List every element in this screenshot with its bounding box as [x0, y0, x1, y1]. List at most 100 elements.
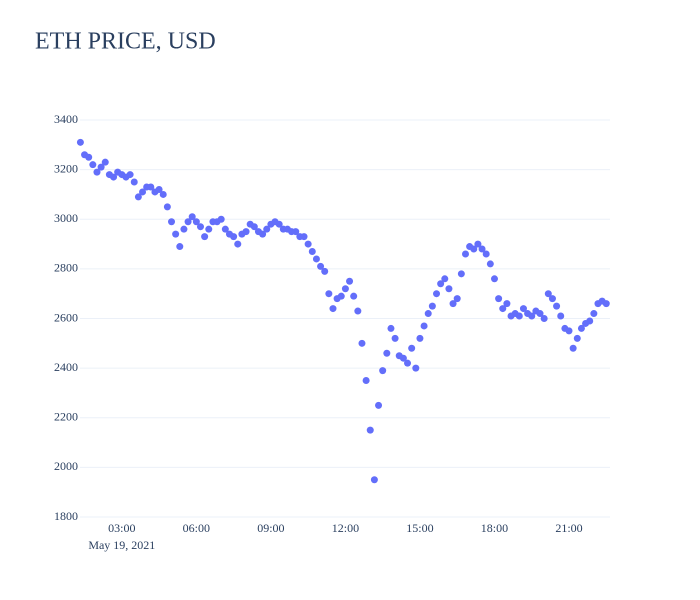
point [130, 178, 138, 186]
point [159, 190, 167, 198]
y-tick-label: 2400 [54, 360, 78, 374]
point [544, 290, 552, 298]
point [375, 401, 383, 409]
point [420, 322, 428, 330]
point [317, 262, 325, 270]
point [139, 188, 147, 196]
point [134, 193, 142, 201]
point [321, 267, 329, 275]
y-tick-label: 2000 [54, 459, 78, 473]
y-tick-label: 2200 [54, 410, 78, 424]
point [586, 317, 594, 325]
x-tick-label: 21:00 [555, 521, 582, 535]
point [337, 292, 345, 300]
point [362, 377, 370, 385]
point [163, 203, 171, 211]
point [304, 240, 312, 248]
point [230, 233, 238, 241]
point [433, 290, 441, 298]
point [565, 327, 573, 335]
point [499, 305, 507, 313]
x-tick-label: 03:00 [108, 521, 135, 535]
point [350, 292, 358, 300]
point [478, 245, 486, 253]
y-tick-label: 2600 [54, 310, 78, 324]
point [325, 290, 333, 298]
point [76, 138, 84, 146]
point [470, 245, 478, 253]
point [416, 334, 424, 342]
point [391, 334, 399, 342]
point [445, 285, 453, 293]
point [490, 275, 498, 283]
point [101, 158, 109, 166]
point [503, 300, 511, 308]
point [196, 223, 204, 231]
point [387, 324, 395, 332]
point [428, 302, 436, 310]
point [205, 225, 213, 233]
point [453, 295, 461, 303]
point [437, 280, 445, 288]
point [495, 295, 503, 303]
point [408, 344, 416, 352]
y-tick-label: 3200 [54, 161, 78, 175]
point [329, 305, 337, 313]
point [341, 285, 349, 293]
point [370, 476, 378, 484]
chart-title: ETH PRICE, USD [35, 29, 216, 55]
point [308, 248, 316, 256]
point [217, 215, 225, 223]
point [263, 225, 271, 233]
x-tick-label: 12:00 [332, 521, 359, 535]
point [126, 171, 134, 179]
point [577, 324, 585, 332]
point [540, 315, 548, 322]
point [399, 354, 407, 362]
point [590, 310, 598, 318]
y-tick-label: 3400 [54, 112, 78, 126]
point [486, 260, 494, 268]
point [383, 349, 391, 357]
point [424, 310, 432, 318]
point [573, 334, 581, 342]
point [346, 277, 354, 285]
point [292, 228, 300, 236]
point [192, 218, 200, 226]
point [536, 310, 544, 318]
point [242, 228, 250, 236]
point [457, 270, 465, 278]
point [201, 233, 209, 241]
point [259, 230, 267, 238]
point [354, 307, 362, 315]
point [188, 213, 196, 221]
point [358, 339, 366, 347]
point [515, 312, 523, 320]
point [147, 183, 155, 191]
point [275, 220, 283, 228]
point [548, 295, 556, 303]
point [519, 305, 527, 313]
point [528, 312, 536, 320]
point [569, 344, 577, 352]
y-tick-label: 3000 [54, 211, 78, 225]
y-tick-label: 2800 [54, 261, 78, 275]
point [379, 367, 387, 375]
point [557, 312, 565, 320]
point [180, 225, 188, 233]
point [221, 225, 229, 233]
point [602, 300, 610, 308]
point [461, 250, 469, 258]
x-date-label: May 19, 2021 [88, 538, 155, 552]
point [441, 275, 449, 283]
point [474, 240, 482, 248]
point [89, 161, 97, 169]
x-tick-label: 15:00 [406, 521, 433, 535]
point [300, 233, 308, 241]
point [184, 218, 192, 226]
point [449, 300, 457, 308]
point [110, 173, 118, 181]
point [250, 223, 258, 231]
